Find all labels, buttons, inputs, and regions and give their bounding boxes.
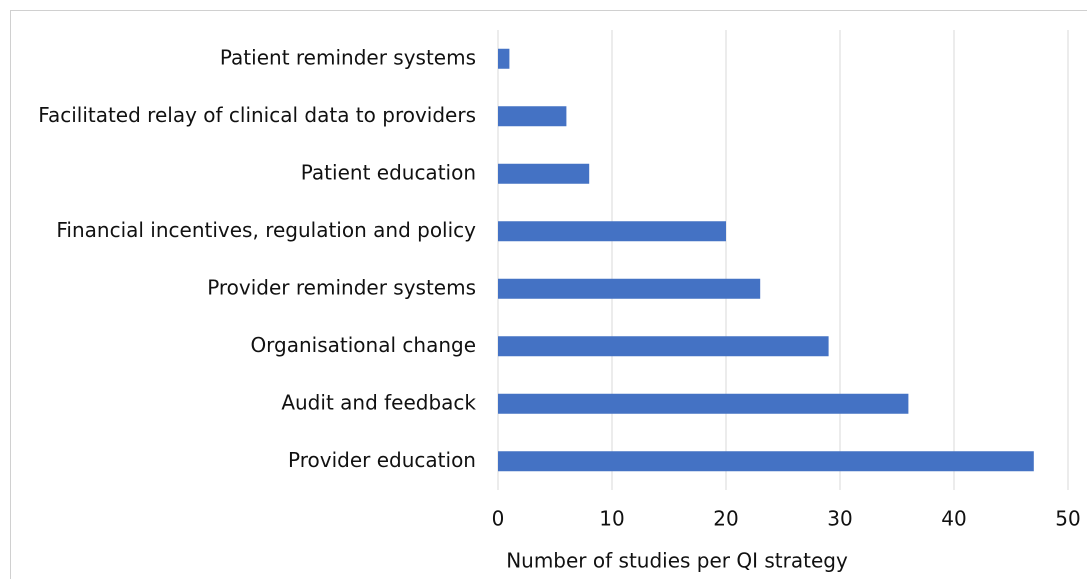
y-tick-label: Provider reminder systems — [207, 275, 476, 299]
bar — [498, 451, 1034, 472]
bar — [498, 278, 761, 299]
y-tick-label: Provider education — [288, 448, 476, 472]
bar — [498, 336, 829, 357]
x-tick-label: 40 — [941, 507, 966, 531]
bar — [498, 163, 590, 184]
bar — [498, 221, 726, 242]
x-tick-label: 0 — [492, 507, 505, 531]
bar — [498, 393, 909, 414]
x-tick-label: 50 — [1055, 507, 1080, 531]
y-tick-label: Financial incentives, regulation and pol… — [56, 218, 476, 242]
chart-frame — [10, 10, 1087, 579]
y-tick-label: Audit and feedback — [281, 390, 476, 414]
y-tick-label: Patient reminder systems — [220, 45, 476, 69]
bar — [498, 48, 510, 69]
y-tick-label: Organisational change — [250, 333, 476, 357]
y-tick-label: Facilitated relay of clinical data to pr… — [38, 103, 476, 127]
x-axis-title: Number of studies per QI strategy — [506, 549, 848, 573]
x-tick-label: 10 — [599, 507, 624, 531]
y-tick-label: Patient education — [301, 160, 476, 184]
x-tick-label: 20 — [713, 507, 738, 531]
x-tick-label: 30 — [827, 507, 852, 531]
bar — [498, 106, 567, 127]
